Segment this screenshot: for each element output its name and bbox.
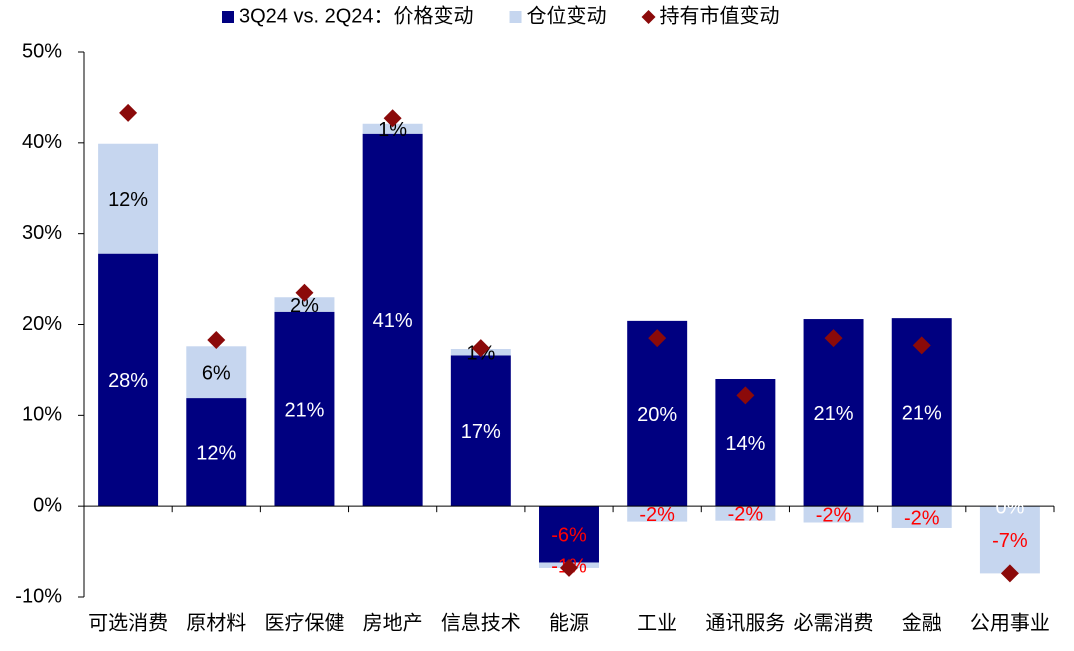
bar-segment: [891, 506, 952, 528]
data-label: 21%: [902, 402, 942, 424]
x-tick-label: 能源: [549, 611, 589, 634]
bar-segment: [362, 133, 423, 507]
legend-label: 持有市值变动: [660, 4, 780, 27]
legend-marker: [222, 11, 234, 23]
data-label: 21%: [814, 403, 854, 425]
y-tick-label: 10%: [22, 404, 62, 426]
x-tick-label: 原材料: [186, 611, 246, 634]
data-label: -6%: [551, 525, 587, 547]
legend-marker: [509, 11, 522, 23]
bar-segment: [98, 253, 159, 507]
x-tick-label: 信息技术: [441, 611, 521, 634]
bar-segment: [803, 319, 864, 507]
y-tick-label: -10%: [15, 585, 62, 607]
data-label: 20%: [637, 404, 677, 426]
data-label: -2%: [816, 505, 852, 527]
x-tick-label: 必需消费: [794, 611, 874, 634]
bar-segment: [186, 398, 247, 507]
bar-segment: [362, 123, 423, 134]
x-tick-label: 可选消费: [88, 611, 168, 634]
bar-segment: [450, 355, 511, 507]
bar-segment: [627, 320, 688, 507]
diamond-marker: [383, 109, 402, 128]
diamond-marker: [912, 336, 931, 355]
bar-segment: [803, 506, 864, 523]
y-tick-label: 20%: [22, 313, 62, 335]
data-label: 41%: [373, 310, 413, 332]
y-tick-label: 0%: [33, 494, 62, 516]
diamond-marker: [648, 329, 667, 348]
bar-segment: [274, 311, 335, 507]
x-tick-label: 工业: [637, 611, 677, 634]
diamond-marker: [824, 329, 843, 348]
legend-label: 仓位变动: [527, 4, 607, 27]
data-label: 17%: [461, 421, 501, 443]
legend-label: 3Q24 vs. 2Q24：价格变动: [239, 4, 474, 27]
diamond-marker: [207, 330, 226, 349]
y-tick-label: 30%: [22, 222, 62, 244]
y-tick-label: 50%: [22, 40, 62, 62]
x-tick-label: 公用事业: [970, 611, 1050, 634]
bar-segment: [98, 143, 159, 254]
data-label: -7%: [992, 530, 1028, 552]
bar-segment: [274, 297, 335, 312]
x-tick-label: 医疗保健: [264, 611, 344, 634]
diamond-marker: [736, 386, 755, 405]
data-label: -2%: [904, 507, 940, 529]
data-label: 12%: [108, 189, 148, 211]
data-label: 0%: [995, 496, 1024, 518]
data-label: -2%: [728, 504, 764, 526]
data-label: 21%: [284, 399, 324, 421]
data-label: 28%: [108, 370, 148, 392]
x-tick-label: 房地产: [363, 611, 423, 634]
diamond-marker: [119, 103, 138, 122]
data-label: 12%: [196, 442, 236, 464]
data-label: 14%: [725, 433, 765, 455]
bar-segment: [627, 506, 688, 522]
bar-segment: [979, 506, 1040, 574]
diamond-marker: [471, 339, 490, 358]
data-label: 6%: [202, 362, 231, 384]
data-label: 1%: [378, 119, 407, 141]
diamond-marker: [1000, 564, 1019, 583]
data-label: -2%: [639, 504, 675, 526]
bar-segment: [539, 506, 599, 563]
diamond-marker: [295, 283, 314, 302]
legend-marker: [641, 10, 656, 24]
x-tick-label: 通讯服务: [705, 611, 785, 634]
data-label: 2%: [290, 295, 319, 317]
bar-segment: [715, 506, 776, 521]
y-tick-label: 40%: [22, 131, 62, 153]
bar-segment: [186, 346, 247, 399]
x-tick-label: 金融: [902, 611, 942, 634]
diamond-marker: [560, 558, 578, 577]
